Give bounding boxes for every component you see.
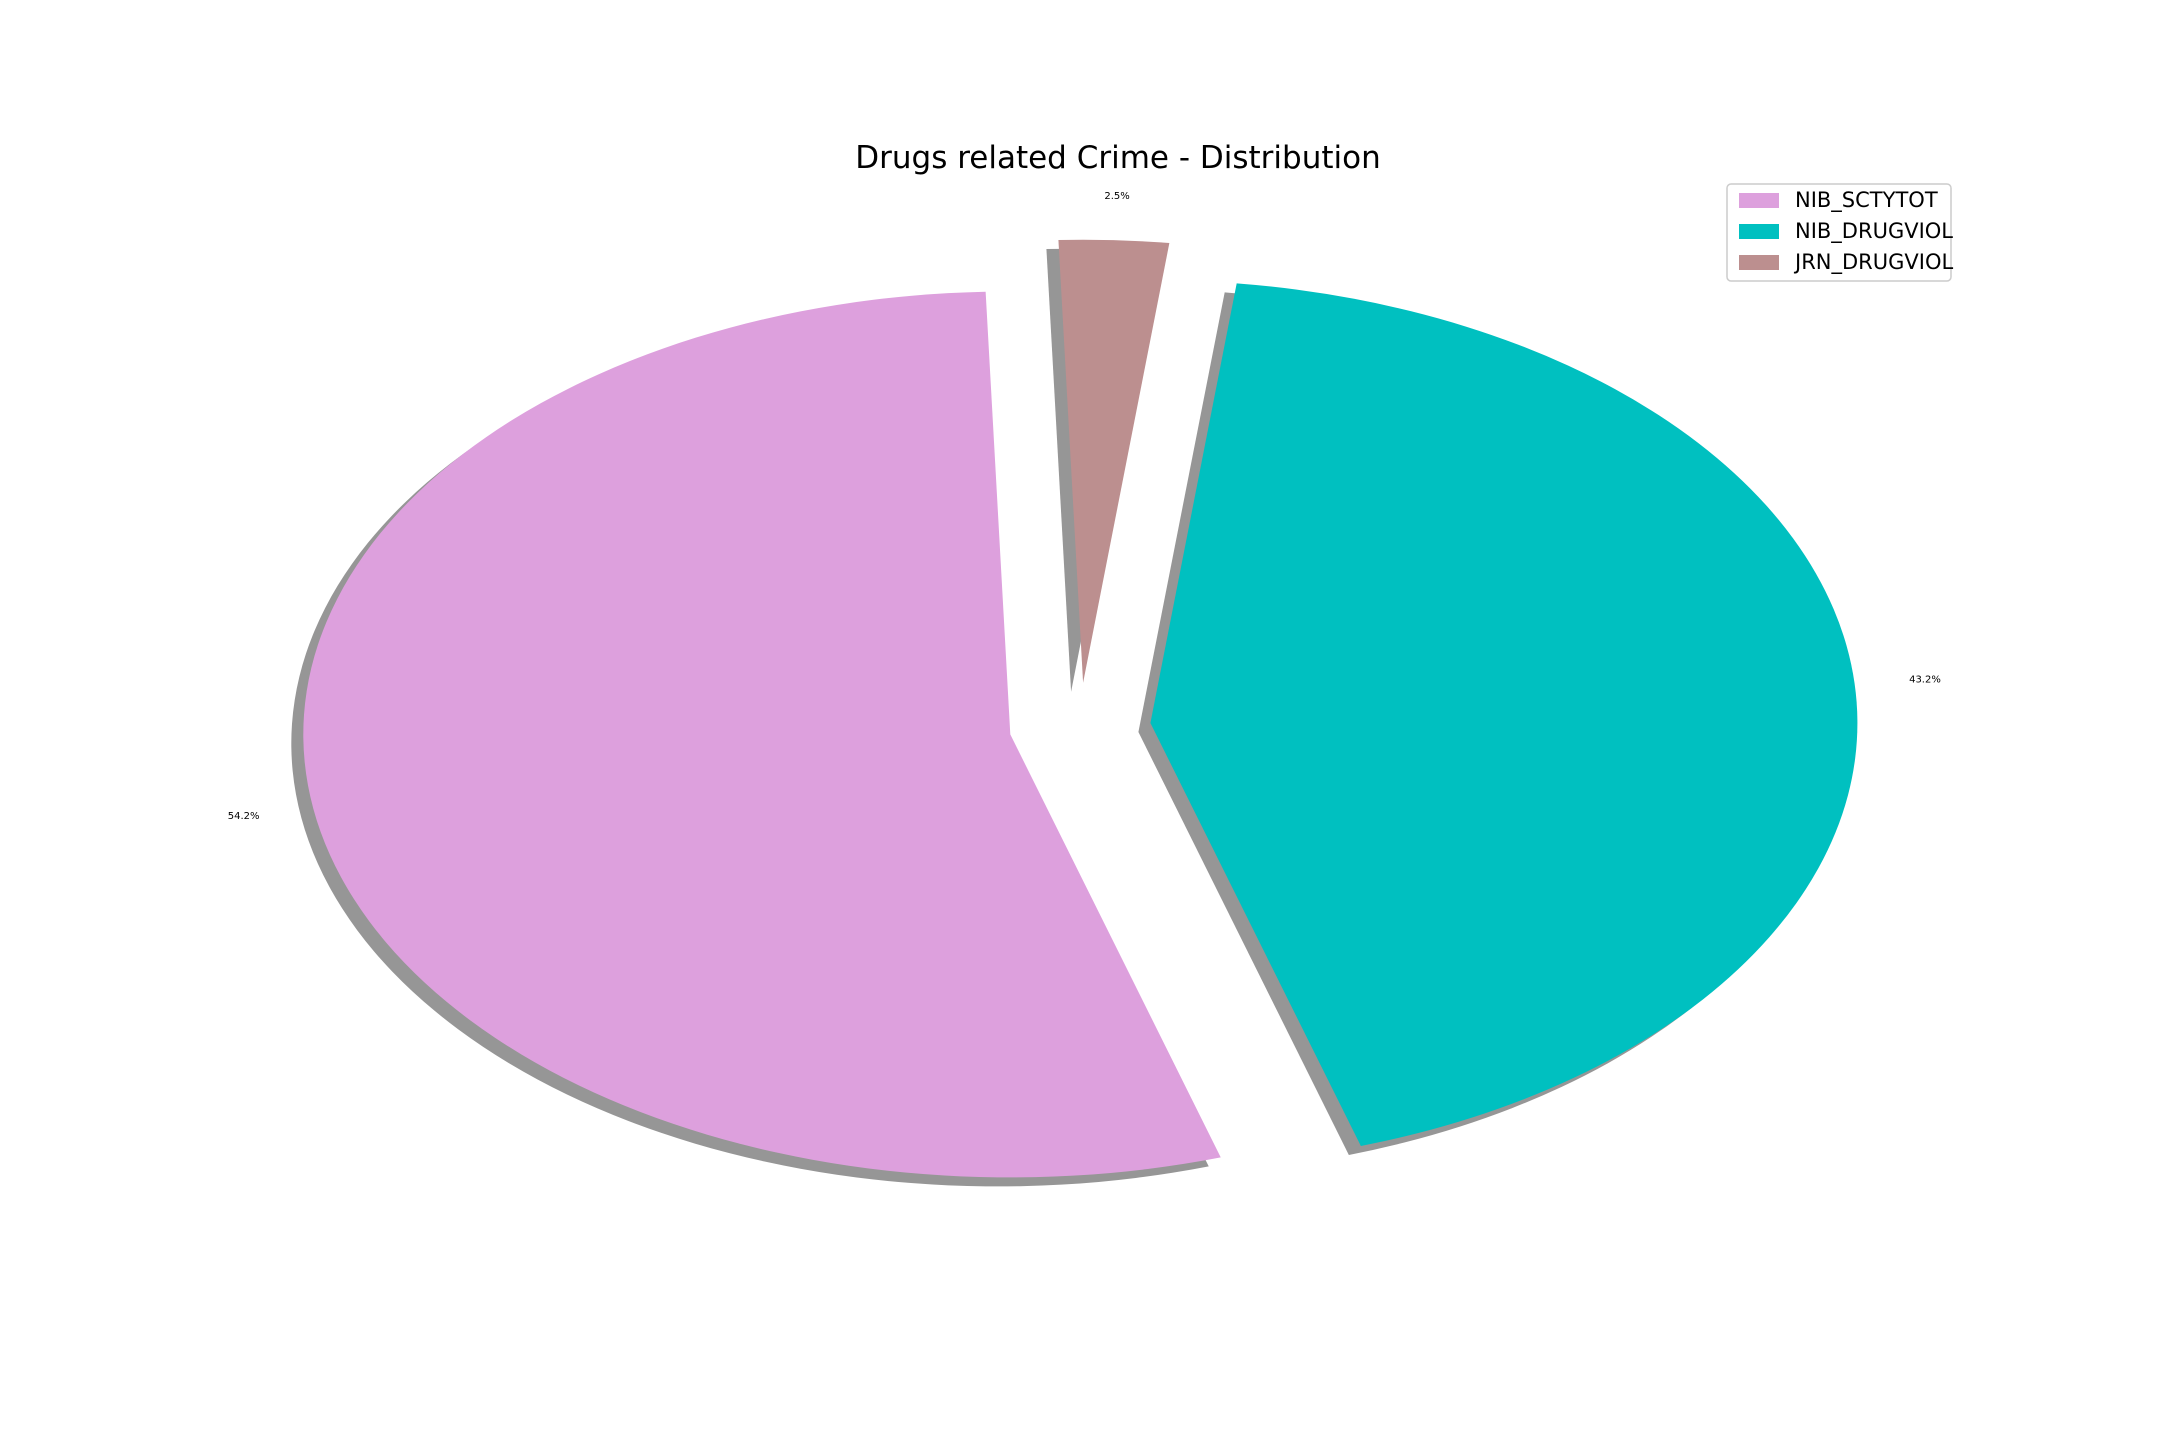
- pie-slices: [303, 239, 1858, 1178]
- legend-label-jrn-drugviol: JRN_DRUGVIOL: [1793, 250, 1953, 275]
- legend: NIB_SCTYTOT NIB_DRUGVIOL JRN_DRUGVIOL: [1726, 183, 1953, 282]
- pie-slice-nib-drugviol: [1150, 283, 1858, 1146]
- legend-frame: [1726, 183, 1952, 282]
- percent-label-nib-sctytot: 54.2%: [228, 811, 260, 822]
- chart-title: Drugs related Crime - Distribution: [855, 140, 1380, 176]
- legend-label-nib-drugviol: NIB_DRUGVIOL: [1795, 219, 1953, 244]
- percent-label-jrn-drugviol: 2.5%: [1104, 191, 1129, 202]
- pie-slice-nib-sctytot: [303, 291, 1221, 1178]
- legend-swatch-nib-drugviol: [1739, 224, 1779, 239]
- percent-labels: 54.2% 43.2% 2.5%: [228, 191, 1941, 822]
- legend-label-nib-sctytot: NIB_SCTYTOT: [1795, 188, 1938, 213]
- percent-label-nib-drugviol: 43.2%: [1909, 674, 1941, 685]
- pie-slice-jrn-drugviol: [1058, 239, 1170, 683]
- legend-swatch-nib-sctytot: [1739, 193, 1779, 208]
- legend-swatch-jrn-drugviol: [1739, 255, 1779, 270]
